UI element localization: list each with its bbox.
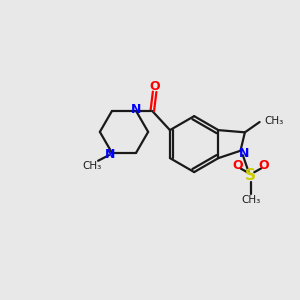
Text: N: N: [131, 103, 141, 116]
Text: O: O: [259, 159, 269, 172]
Text: S: S: [245, 168, 256, 183]
Text: O: O: [232, 159, 243, 172]
Text: CH₃: CH₃: [264, 116, 283, 126]
Text: O: O: [149, 80, 160, 93]
Text: N: N: [239, 147, 249, 160]
Text: CH₃: CH₃: [82, 161, 102, 171]
Text: CH₃: CH₃: [241, 195, 260, 205]
Text: N: N: [105, 148, 116, 161]
